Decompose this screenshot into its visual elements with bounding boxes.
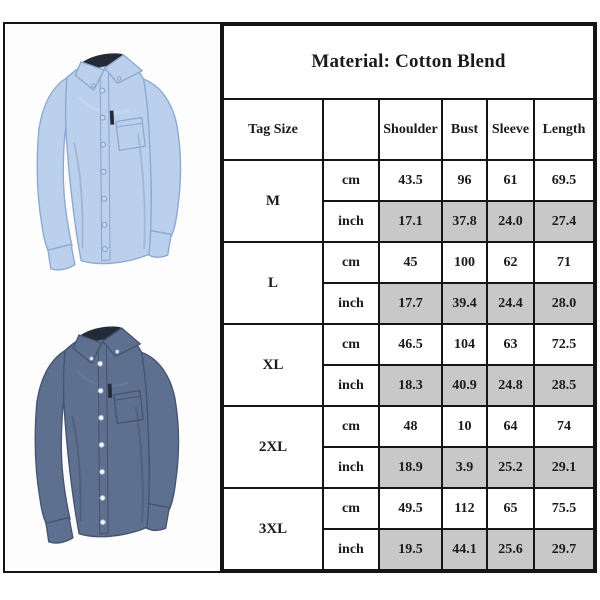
measure-cell: 3.9 [441, 446, 488, 489]
measure-cell: 18.3 [378, 364, 443, 407]
table-row: 2XL cm 48 10 64 74 [222, 405, 595, 489]
photo-denim-blue-shirt [5, 298, 220, 572]
measure-cell: 49.5 [378, 487, 443, 530]
measure-cell: 29.1 [533, 446, 595, 489]
measure-cell: 24.4 [486, 282, 535, 325]
measure-cell: 19.5 [378, 528, 443, 571]
size-label-xl: XL [222, 323, 324, 407]
col-header-sleeve: Sleeve [486, 98, 535, 161]
measure-cell: 39.4 [441, 282, 488, 325]
table-row: M cm 43.5 96 61 69.5 [222, 159, 595, 243]
unit-cell-inch: inch [322, 200, 380, 243]
measure-cell: 24.0 [486, 200, 535, 243]
measure-cell: 28.5 [533, 364, 595, 407]
measure-cell: 10 [441, 405, 488, 448]
unit-cell-inch: inch [322, 446, 380, 489]
measure-cell: 43.5 [378, 159, 443, 202]
measure-cell: 17.7 [378, 282, 443, 325]
col-header-unit [322, 98, 380, 161]
unit-cell-cm: cm [322, 241, 380, 284]
measure-cell: 65 [486, 487, 535, 530]
col-header-tag-size: Tag Size [222, 98, 324, 161]
measure-cell: 96 [441, 159, 488, 202]
table-row: Material: Cotton Blend [222, 24, 595, 100]
size-label-l: L [222, 241, 324, 325]
col-header-shoulder: Shoulder [378, 98, 443, 161]
col-header-bust: Bust [441, 98, 488, 161]
measure-cell: 61 [486, 159, 535, 202]
size-chart-table: Material: Cotton Blend Tag Size Shoulder… [222, 24, 595, 571]
size-chart: Material: Cotton Blend Tag Size Shoulder… [222, 24, 595, 571]
measure-cell: 45 [378, 241, 443, 284]
unit-cell-cm: cm [322, 405, 380, 448]
unit-cell-cm: cm [322, 323, 380, 366]
measure-cell: 18.9 [378, 446, 443, 489]
photo-light-blue-shirt [5, 24, 220, 298]
measure-cell: 62 [486, 241, 535, 284]
table-row: inch 18.3 40.9 24.8 28.5 [223, 364, 595, 407]
col-header-length: Length [533, 98, 595, 161]
measure-cell: 28.0 [533, 282, 595, 325]
measure-cell: 74 [533, 405, 595, 448]
measure-cell: 69.5 [533, 159, 595, 202]
measure-cell: 27.4 [533, 200, 595, 243]
table-row: inch 17.7 39.4 24.4 28.0 [223, 282, 595, 325]
measure-cell: 48 [378, 405, 443, 448]
unit-cell-inch: inch [322, 364, 380, 407]
measure-cell: 100 [441, 241, 488, 284]
measure-cell: 37.8 [441, 200, 488, 243]
material-title: Material: Cotton Blend [222, 24, 595, 100]
measure-cell: 17.1 [378, 200, 443, 243]
table-row: 3XL cm 49.5 112 65 75.5 [222, 487, 595, 571]
unit-cell-cm: cm [322, 159, 380, 202]
product-photos [5, 24, 222, 571]
unit-cell-cm: cm [322, 487, 380, 530]
table-row: L cm 45 100 62 71 [222, 241, 595, 325]
table-row: inch 19.5 44.1 25.6 29.7 [223, 528, 595, 571]
measure-cell: 112 [441, 487, 488, 530]
measure-cell: 29.7 [533, 528, 595, 571]
size-label-3xl: 3XL [222, 487, 324, 571]
measure-cell: 72.5 [533, 323, 595, 366]
denim-blue-shirt-image [28, 323, 184, 545]
measure-cell: 44.1 [441, 528, 488, 571]
measure-cell: 25.2 [486, 446, 535, 489]
measure-cell: 24.8 [486, 364, 535, 407]
table-row: inch 17.1 37.8 24.0 27.4 [223, 200, 595, 243]
light-blue-shirt-image [30, 49, 186, 271]
measure-cell: 25.6 [486, 528, 535, 571]
measure-cell: 46.5 [378, 323, 443, 366]
product-size-sheet: Material: Cotton Blend Tag Size Shoulder… [3, 22, 597, 573]
unit-cell-inch: inch [322, 282, 380, 325]
unit-cell-inch: inch [322, 528, 380, 571]
table-row: inch 18.9 3.9 25.2 29.1 [223, 446, 595, 489]
measure-cell: 64 [486, 405, 535, 448]
measure-cell: 71 [533, 241, 595, 284]
measure-cell: 104 [441, 323, 488, 366]
size-label-2xl: 2XL [222, 405, 324, 489]
measure-cell: 40.9 [441, 364, 488, 407]
measure-cell: 63 [486, 323, 535, 366]
table-row: Tag Size Shoulder Bust Sleeve Length [222, 98, 595, 161]
measure-cell: 75.5 [533, 487, 595, 530]
size-label-m: M [222, 159, 324, 243]
table-row: XL cm 46.5 104 63 72.5 [222, 323, 595, 407]
